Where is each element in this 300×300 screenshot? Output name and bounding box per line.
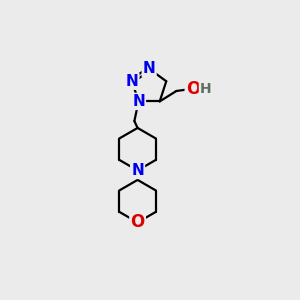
Text: O: O xyxy=(186,80,200,98)
Text: N: N xyxy=(143,61,155,76)
Text: N: N xyxy=(126,74,138,89)
Text: H: H xyxy=(200,82,212,96)
Text: N: N xyxy=(131,163,144,178)
Text: O: O xyxy=(130,213,145,231)
Text: N: N xyxy=(132,94,145,109)
